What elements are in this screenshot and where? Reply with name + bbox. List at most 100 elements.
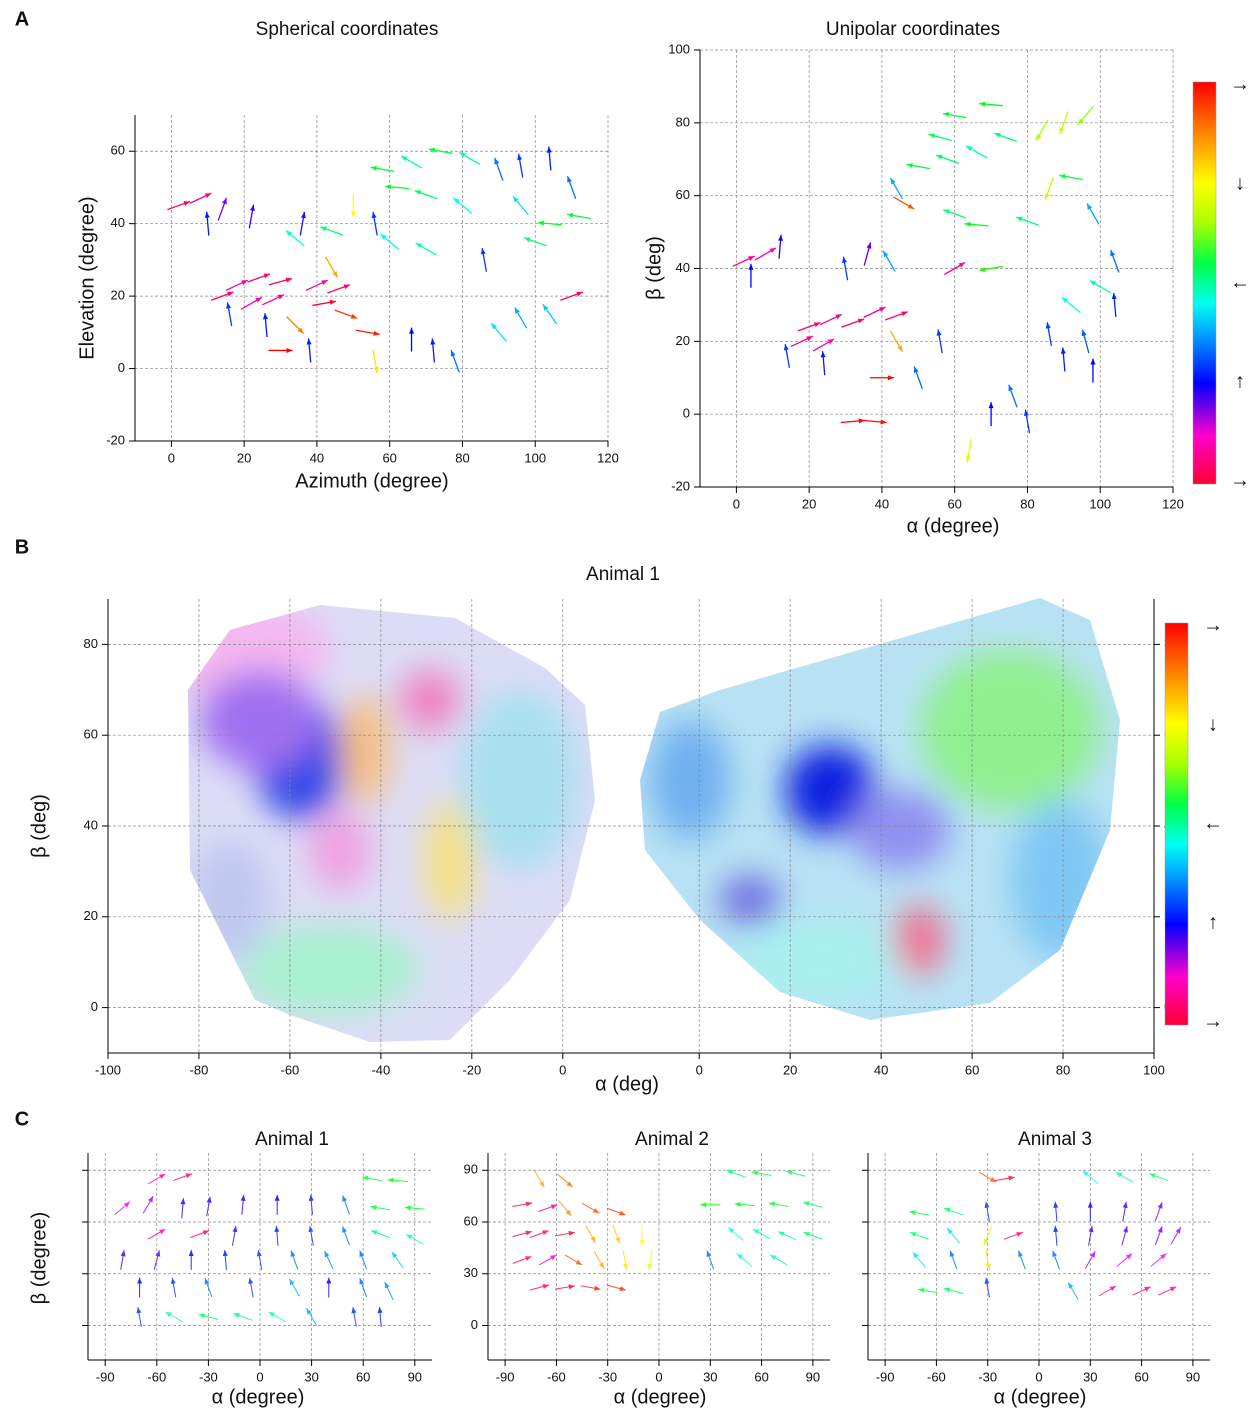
arrow xyxy=(391,1251,404,1269)
arrow xyxy=(409,327,415,352)
arrow xyxy=(913,366,924,390)
arrow-head xyxy=(1160,1253,1167,1260)
arrow-head xyxy=(1053,1201,1059,1208)
arrow-head xyxy=(594,1285,601,1291)
chart-title: Animal 1 xyxy=(586,564,660,585)
arrow-head xyxy=(384,1281,390,1289)
x-tick-label: 0 xyxy=(559,1062,566,1077)
arrow-head xyxy=(1060,347,1066,354)
arrow xyxy=(984,1277,990,1298)
arrow-head xyxy=(1089,280,1097,286)
arrow-head xyxy=(887,375,894,381)
x-tick-label: 100 xyxy=(524,450,546,465)
arrow xyxy=(1154,1226,1163,1246)
arrow xyxy=(512,1230,532,1238)
x-tick-label: -60 xyxy=(147,1369,166,1384)
x-tick-label: 100 xyxy=(1143,1062,1165,1077)
arrow-head xyxy=(263,273,270,279)
arrow xyxy=(533,1169,545,1188)
arrow-head xyxy=(371,211,377,219)
arrow xyxy=(306,338,312,363)
arrow xyxy=(988,402,994,427)
chart-title: Spherical coordinates xyxy=(256,19,439,40)
arrow xyxy=(342,1195,350,1215)
arrow xyxy=(384,184,409,190)
arrow-head xyxy=(306,338,312,345)
arrow xyxy=(268,1311,287,1323)
y-tick-label: -20 xyxy=(671,478,690,493)
arrow xyxy=(783,343,791,368)
arrow-head xyxy=(1157,1226,1163,1233)
arrow-head xyxy=(1059,127,1065,135)
x-tick-label: 30 xyxy=(304,1369,318,1384)
arrow xyxy=(869,375,894,381)
y-tick-label: 60 xyxy=(111,143,125,158)
panel-label: C xyxy=(15,1108,29,1130)
arrow xyxy=(529,1284,550,1291)
arrow xyxy=(612,1224,621,1244)
arrow xyxy=(906,163,931,170)
arrow xyxy=(312,299,337,307)
arrow xyxy=(979,101,1004,107)
arrow-head xyxy=(512,196,519,203)
x-tick-label: 20 xyxy=(237,450,251,465)
arrow-head xyxy=(342,1195,347,1202)
arrow xyxy=(204,211,210,236)
arrow-head xyxy=(592,1208,600,1214)
x-tick-label: 60 xyxy=(965,1062,979,1077)
arrow-head xyxy=(450,350,456,357)
y-tick-label: 0 xyxy=(91,999,98,1014)
arrow-head xyxy=(820,351,826,358)
arrow-head xyxy=(409,327,415,334)
arrow xyxy=(1053,1225,1059,1246)
arrow-head xyxy=(491,323,497,330)
colorbar-label: → xyxy=(1203,1010,1223,1032)
arrow xyxy=(405,1233,424,1245)
colorbar-label: ← xyxy=(1203,812,1223,834)
arrow-head xyxy=(537,220,545,226)
arrow xyxy=(935,154,959,164)
arrow-head xyxy=(233,1313,240,1318)
arrow xyxy=(361,1175,382,1182)
arrow xyxy=(120,1250,126,1270)
arrow-head xyxy=(575,1259,583,1265)
arrow xyxy=(985,1250,991,1270)
arrow-head xyxy=(290,1250,296,1258)
arrow-head xyxy=(1115,1172,1123,1178)
arrow xyxy=(1044,176,1055,200)
arrow xyxy=(306,1307,318,1326)
arrow-head xyxy=(786,1170,793,1176)
arrow xyxy=(308,1225,314,1246)
arrow-head xyxy=(988,402,994,409)
arrow-head xyxy=(568,1284,575,1290)
arrow-head xyxy=(401,156,408,162)
arrow xyxy=(1115,1171,1134,1183)
colorbar-label: ↑ xyxy=(1208,911,1218,933)
arrow xyxy=(606,1207,626,1216)
arrow xyxy=(647,1250,653,1270)
arrow xyxy=(1098,1285,1117,1297)
arrow-head xyxy=(1169,1286,1177,1292)
arrow-head xyxy=(306,1308,312,1315)
x-tick-label: 40 xyxy=(310,450,324,465)
colorbar-label: → xyxy=(1230,73,1250,95)
arrow xyxy=(114,1201,131,1216)
arrow-head xyxy=(567,176,572,183)
arrow-head xyxy=(912,1252,919,1259)
arrow xyxy=(928,133,952,142)
arrow xyxy=(459,151,481,166)
arrow-head xyxy=(204,1278,210,1285)
arrow-head xyxy=(525,1230,532,1236)
y-tick-label: 20 xyxy=(84,908,98,923)
arrow-head xyxy=(928,133,935,139)
arrow-head xyxy=(1144,1286,1151,1292)
arrow xyxy=(555,1284,575,1290)
arrow-head xyxy=(778,234,784,241)
arrow-head xyxy=(256,1250,262,1257)
arrow xyxy=(882,250,896,272)
arrow-head xyxy=(137,1277,143,1284)
arrow xyxy=(137,1277,143,1298)
arrow xyxy=(1154,1202,1163,1222)
arrow-head xyxy=(1052,1250,1058,1258)
arrow xyxy=(170,1277,177,1298)
